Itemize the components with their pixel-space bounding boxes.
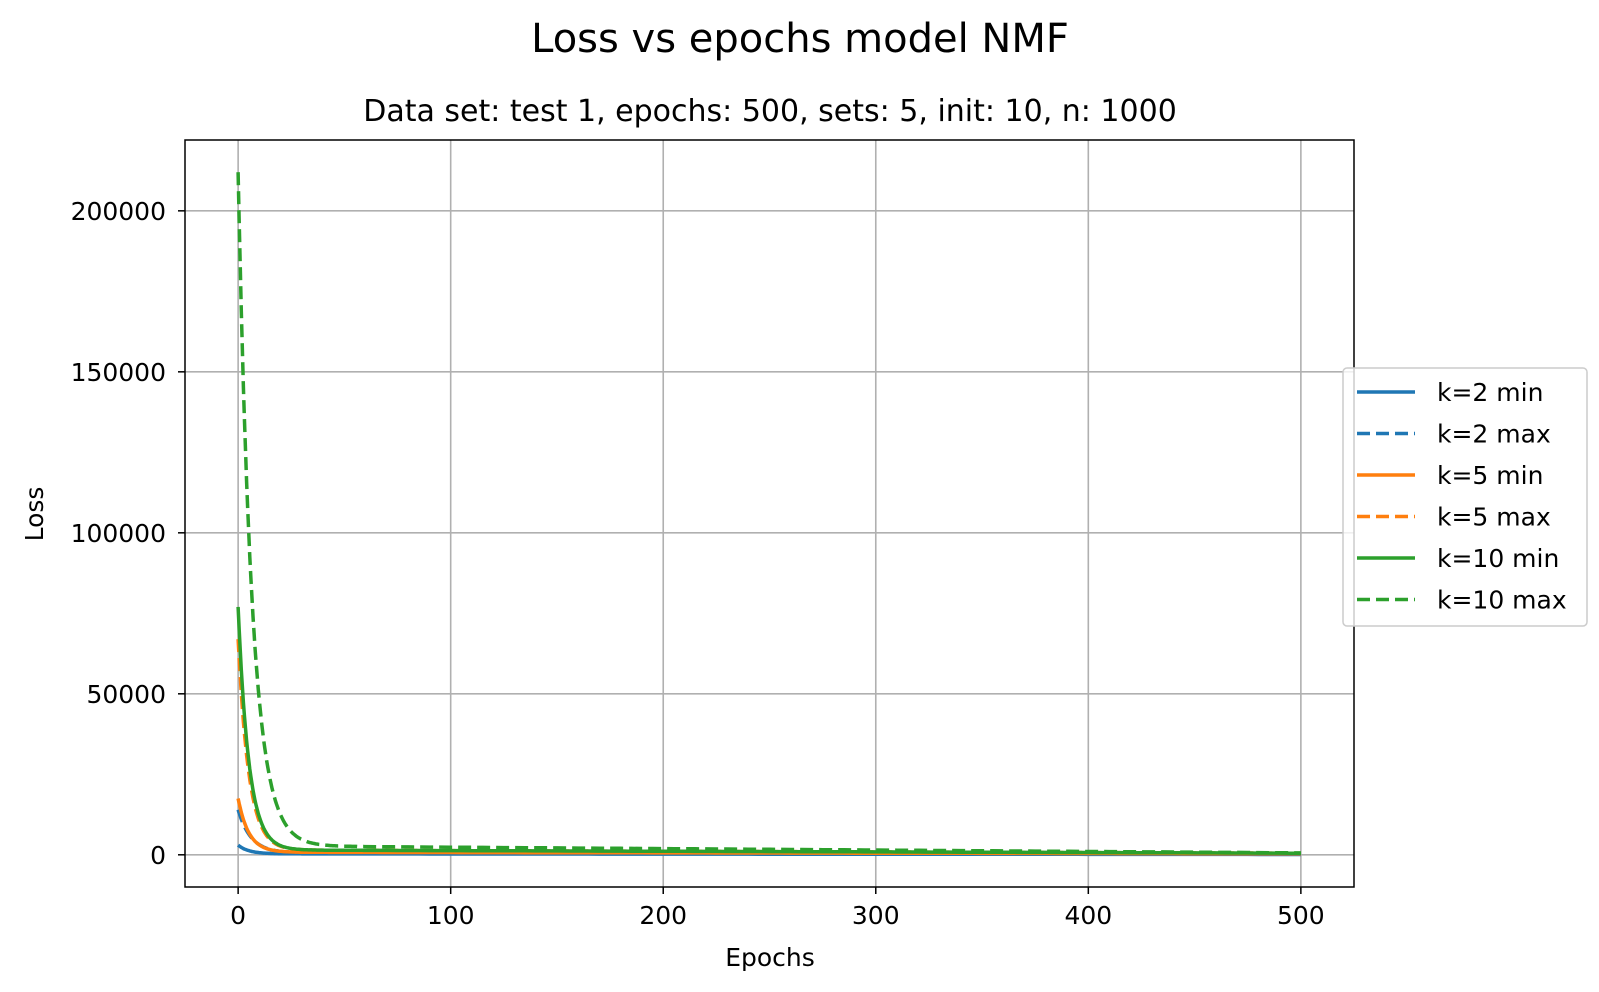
legend-label: k=5 max: [1437, 503, 1551, 532]
series-line-3: [236, 639, 1301, 855]
chart-suptitle: Loss vs epochs model NMF: [531, 16, 1069, 62]
y-axis-ticks: 0 50000 100000 150000 200000: [71, 197, 185, 870]
y-tick-label: 150000: [71, 358, 166, 387]
grid-lines: [185, 140, 1354, 887]
series-line-4: [236, 606, 1301, 855]
x-tick-label: 400: [1064, 901, 1112, 930]
x-tick-label: 300: [852, 901, 900, 930]
chart-title: Data set: test 1, epochs: 500, sets: 5, …: [363, 94, 1177, 129]
x-axis-label: Epochs: [725, 943, 815, 972]
legend-label: k=2 max: [1437, 420, 1551, 449]
y-tick-label: 50000: [86, 680, 166, 709]
x-axis-ticks: 0 100 200 300 400 500: [230, 887, 1325, 930]
x-tick-label: 500: [1277, 901, 1325, 930]
y-tick-label: 0: [150, 841, 166, 870]
series-line-5: [236, 172, 1301, 855]
legend-label: k=2 min: [1437, 378, 1543, 407]
x-tick-label: 0: [230, 901, 246, 930]
y-tick-label: 100000: [71, 519, 166, 548]
legend: k=2 min k=2 max k=5 min k=5 max k=10 min k=10…: [1342, 367, 1588, 627]
legend-label: k=10 min: [1437, 544, 1559, 573]
series-line-1: [236, 809, 1301, 856]
legend-label: k=10 max: [1437, 586, 1567, 615]
series-line-2: [236, 798, 1301, 856]
x-tick-label: 200: [639, 901, 687, 930]
y-axis-label: Loss: [20, 487, 49, 542]
legend-label: k=5 min: [1437, 461, 1543, 490]
series-lines: [236, 172, 1301, 857]
y-tick-label: 200000: [71, 197, 166, 226]
plot-frame: [184, 139, 1355, 888]
x-tick-label: 100: [427, 901, 475, 930]
